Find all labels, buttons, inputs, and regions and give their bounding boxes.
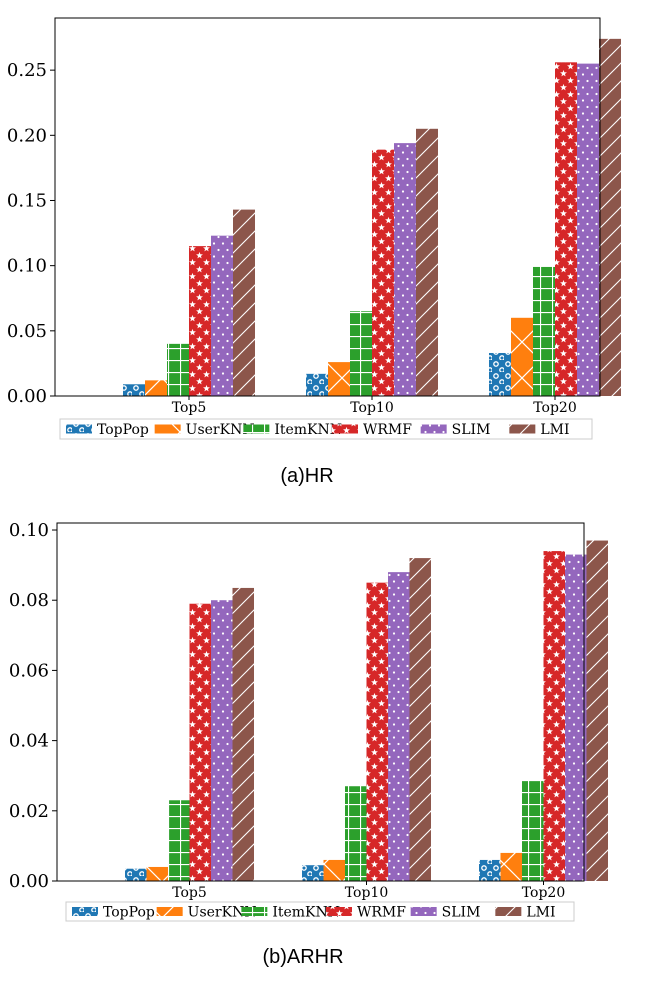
bar-userknn-top20 xyxy=(500,852,522,881)
y-tick-label: 0.10 xyxy=(9,520,49,541)
legend-label-userknn: UserKNN xyxy=(186,422,255,438)
bar-toppop-top10 xyxy=(302,865,324,881)
bar-slim-top10 xyxy=(394,143,416,396)
bar-slim-top20 xyxy=(577,63,599,396)
legend-swatch-itemknn xyxy=(241,907,268,916)
x-tick-label-top20: Top20 xyxy=(533,400,576,416)
bar-userknn-top10 xyxy=(328,362,350,396)
bar-wrmf-top10 xyxy=(366,582,388,881)
plot-frame xyxy=(56,522,585,882)
hr-chart: 0.00 0.05 0.10 0.15 0.20 0.25 Top5 Top10 Top20 To… xyxy=(7,17,621,487)
bar-itemknn-top10 xyxy=(345,786,367,881)
bar-wrmf-top10 xyxy=(372,149,394,396)
bar-wrmf-top20 xyxy=(543,551,565,881)
legend-box xyxy=(59,418,593,440)
bar-lmi-top5 xyxy=(232,587,254,881)
bar-userknn-top5 xyxy=(146,866,168,881)
bar-slim-top5 xyxy=(211,600,233,881)
legend-label-toppop: TopPop xyxy=(97,422,149,438)
bar-lmi-top10 xyxy=(409,558,431,881)
legend-label-slim: SLIM xyxy=(442,905,481,921)
bar-itemknn-top20 xyxy=(522,780,544,881)
y-tick-label: 0.00 xyxy=(9,871,49,892)
bar-slim-top10 xyxy=(388,572,410,881)
bar-userknn-top20 xyxy=(511,317,533,396)
bar-toppop-top5 xyxy=(123,384,145,396)
figure-caption: (b)ARHR xyxy=(262,946,343,968)
legend-label-slim: SLIM xyxy=(452,422,491,438)
bar-itemknn-top5 xyxy=(167,343,189,396)
y-tick-label: 0.05 xyxy=(7,321,47,342)
legend-swatch-lmi xyxy=(495,907,522,916)
bar-toppop-top20 xyxy=(479,859,501,881)
bar-lmi-top20 xyxy=(586,540,608,881)
legend-swatch-toppop xyxy=(72,907,98,916)
legend-label-wrmf: WRMF xyxy=(357,905,406,921)
bar-userknn-top5 xyxy=(145,380,167,396)
bar-wrmf-top5 xyxy=(189,603,211,881)
figure-caption: (a)HR xyxy=(280,465,333,487)
x-tick-label-top10: Top10 xyxy=(350,400,393,416)
legend-box xyxy=(65,901,575,922)
legend-swatch-itemknn xyxy=(243,424,270,434)
bar-itemknn-top20 xyxy=(533,266,555,396)
arhr-chart: 0.00 0.02 0.04 0.06 0.08 0.10 Top5 Top10 Top20 To… xyxy=(9,520,608,968)
bar-slim-top20 xyxy=(565,554,587,881)
x-tick-label-top5: Top5 xyxy=(172,400,207,416)
legend-swatch-wrmf xyxy=(332,424,358,434)
plot-frame xyxy=(54,17,601,397)
bar-slim-top5 xyxy=(211,235,233,396)
y-tick-label: 0.04 xyxy=(9,731,49,752)
bar-itemknn-top5 xyxy=(168,800,190,881)
bar-toppop-top20 xyxy=(489,352,511,396)
y-tick-label: 0.02 xyxy=(9,801,49,822)
legend-swatch-slim xyxy=(410,907,437,916)
x-tick-label-top20: Top20 xyxy=(522,885,565,901)
bar-toppop-top5 xyxy=(125,868,147,881)
legend-label-toppop: TopPop xyxy=(103,905,155,921)
bar-lmi-top20 xyxy=(599,38,621,397)
bar-lmi-top10 xyxy=(416,128,438,397)
legend-swatch-userknn xyxy=(154,424,181,434)
legend-label-userknn: UserKNN xyxy=(188,905,257,921)
bar-lmi-top5 xyxy=(233,209,255,396)
legend-swatch-lmi xyxy=(509,424,536,434)
legend-label-lmi: LMI xyxy=(540,422,569,438)
legend-label-wrmf: WRMF xyxy=(363,422,412,438)
legend-label-lmi: LMI xyxy=(526,905,555,921)
y-tick-label: 0.08 xyxy=(9,590,49,611)
y-tick-label: 0.00 xyxy=(7,386,47,407)
legend-swatch-userknn xyxy=(156,907,183,916)
y-tick-label: 0.10 xyxy=(7,256,47,277)
y-tick-label: 0.15 xyxy=(7,190,47,211)
legend-swatch-wrmf xyxy=(326,907,352,916)
legend-swatch-toppop xyxy=(66,424,92,434)
legend-label-itemknn: ItemKNN xyxy=(274,422,342,438)
bar-userknn-top10 xyxy=(323,859,345,881)
y-tick-label: 0.20 xyxy=(7,125,47,146)
y-tick-label: 0.06 xyxy=(9,660,49,681)
bar-wrmf-top5 xyxy=(189,246,211,396)
bar-itemknn-top10 xyxy=(350,311,372,396)
x-tick-label-top5: Top5 xyxy=(172,885,207,901)
legend-label-itemknn: ItemKNN xyxy=(272,905,340,921)
bar-toppop-top10 xyxy=(306,373,328,396)
y-tick-label: 0.25 xyxy=(7,60,47,81)
legend-swatch-slim xyxy=(420,424,447,434)
x-tick-label-top10: Top10 xyxy=(345,885,388,901)
bar-wrmf-top20 xyxy=(555,62,577,397)
